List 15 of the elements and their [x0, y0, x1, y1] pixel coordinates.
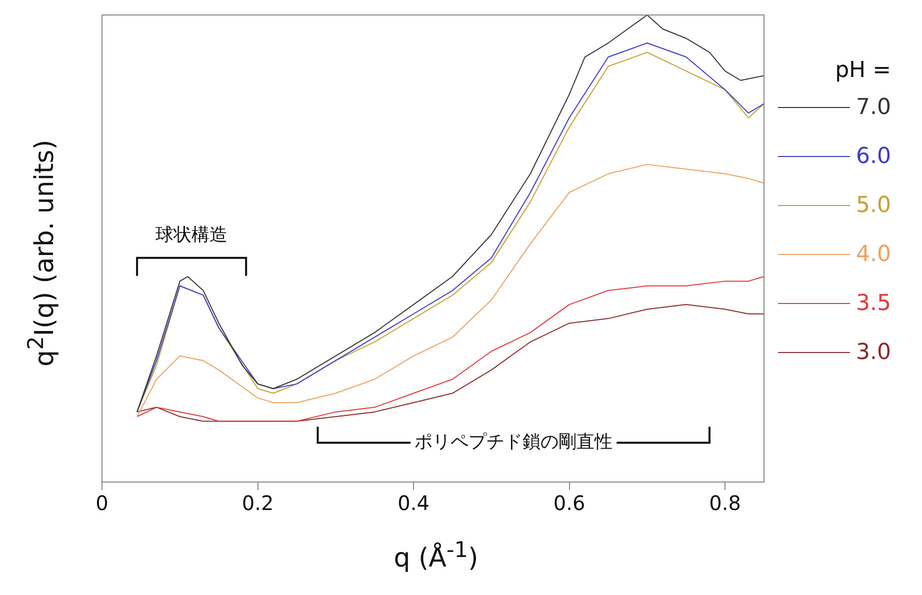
annotation: ポリペプチド鎖の剛直性 [414, 431, 613, 452]
x-tick-label: 0.2 [242, 491, 274, 516]
legend-label: 3.5 [856, 291, 891, 316]
legend-label: 7.0 [856, 95, 891, 120]
legend-label: 5.0 [856, 193, 891, 218]
annotation: 球状構造 [156, 224, 228, 246]
legend-label: 3.0 [856, 340, 891, 365]
x-tick-label: 0.8 [709, 491, 741, 516]
x-axis-title: q (Å$^{-1}$) [394, 538, 478, 574]
x-tick-label: 0.6 [553, 491, 586, 516]
x-tick-label: 0 [96, 491, 108, 516]
legend-label: 6.0 [856, 144, 891, 169]
legend-label: 4.0 [856, 242, 891, 267]
x-tick-label: 0.4 [398, 491, 430, 516]
legend-title: pH = [834, 58, 891, 83]
